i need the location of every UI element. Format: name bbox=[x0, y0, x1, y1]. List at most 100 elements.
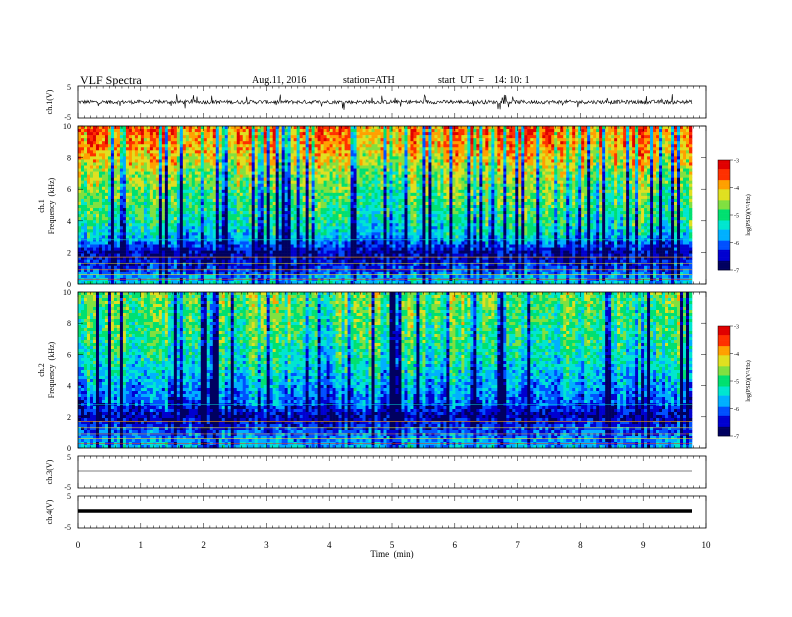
spectrogram-cell bbox=[363, 169, 366, 172]
spectrogram-cell bbox=[455, 159, 458, 162]
spectrogram-cell bbox=[288, 159, 291, 162]
spectrogram-cell bbox=[225, 184, 228, 187]
spectrogram-cell bbox=[467, 144, 470, 147]
spectrogram-cell bbox=[270, 169, 273, 172]
spectrogram-cell bbox=[413, 150, 416, 153]
spectrogram-cell bbox=[512, 166, 515, 169]
spectrogram-cell bbox=[342, 190, 345, 193]
spectrogram-cell bbox=[282, 162, 285, 165]
spectrogram-cell bbox=[509, 190, 512, 193]
spectrogram-cell bbox=[264, 187, 267, 190]
spectrogram-cell bbox=[243, 129, 246, 132]
spectrogram-cell bbox=[428, 147, 431, 150]
spectrogram-cell bbox=[614, 138, 617, 141]
spectrogram-cell bbox=[84, 129, 87, 132]
spectrogram-cell bbox=[548, 147, 551, 150]
spectrogram-cell bbox=[135, 159, 138, 162]
spectrogram-cell bbox=[318, 132, 321, 135]
spectrogram-cell bbox=[452, 144, 455, 147]
spectrogram-cell bbox=[539, 193, 542, 196]
spectrogram-cell bbox=[671, 166, 674, 169]
spectrogram-cell bbox=[258, 178, 261, 181]
spectrogram-cell bbox=[416, 169, 419, 172]
spectrogram-cell bbox=[389, 141, 392, 144]
spectrogram-cell bbox=[641, 162, 644, 165]
spectrogram-cell bbox=[629, 138, 632, 141]
spectrogram-cell bbox=[351, 193, 354, 196]
spectrogram-cell bbox=[270, 196, 273, 199]
spectrogram-cell bbox=[407, 141, 410, 144]
spectrogram-cell bbox=[285, 150, 288, 153]
spectrogram-cell bbox=[479, 144, 482, 147]
spectrogram-cell bbox=[309, 129, 312, 132]
spectrogram-cell bbox=[449, 166, 452, 169]
spectrogram-cell bbox=[81, 144, 84, 147]
spectrogram-cell bbox=[219, 166, 222, 169]
spectrogram-cell bbox=[267, 138, 270, 141]
spectrogram-cell bbox=[392, 132, 395, 135]
spectrogram-cell bbox=[144, 153, 147, 156]
spectrogram-cell bbox=[78, 181, 81, 184]
spectrogram-cell bbox=[291, 138, 294, 141]
spectrogram-cell bbox=[662, 178, 665, 181]
spectrogram-cell bbox=[102, 193, 105, 196]
spectrogram-cell bbox=[488, 166, 491, 169]
spectrogram-cell bbox=[264, 166, 267, 169]
spectrogram-cell bbox=[392, 178, 395, 181]
spectrogram-cell bbox=[93, 181, 96, 184]
spectrogram-cell bbox=[485, 147, 488, 150]
spectrogram-cell bbox=[336, 129, 339, 132]
spectrogram-cell bbox=[482, 132, 485, 135]
spectrogram-cell bbox=[419, 172, 422, 175]
spectrogram-cell bbox=[336, 132, 339, 135]
spectrogram-cell bbox=[662, 166, 665, 169]
spectrogram-cell bbox=[401, 147, 404, 150]
spectrogram-cell bbox=[321, 193, 324, 196]
spectrogram-cell bbox=[243, 156, 246, 159]
spectrogram-cell bbox=[276, 156, 279, 159]
spectrogram-cell bbox=[482, 181, 485, 184]
spectrogram-cell bbox=[321, 147, 324, 150]
spectrogram-cell bbox=[249, 135, 252, 138]
spectrogram-cell bbox=[111, 147, 114, 150]
spectrogram-cell bbox=[180, 166, 183, 169]
spectrogram-cell bbox=[174, 181, 177, 184]
spectrogram-cell bbox=[372, 147, 375, 150]
spectrogram-cell bbox=[620, 144, 623, 147]
spectrogram-cell bbox=[638, 162, 641, 165]
spectrogram-cell bbox=[389, 159, 392, 162]
spectrogram-cell bbox=[273, 156, 276, 159]
spectrogram-cell bbox=[644, 181, 647, 184]
spectrogram-cell bbox=[357, 193, 360, 196]
spectrogram-cell bbox=[596, 156, 599, 159]
spectrogram-cell bbox=[300, 144, 303, 147]
spectrogram-cell bbox=[255, 141, 258, 144]
spectrogram-cell bbox=[105, 159, 108, 162]
spectrogram-cell bbox=[180, 196, 183, 199]
spectrogram-cell bbox=[159, 178, 162, 181]
spectrogram-cell bbox=[488, 169, 491, 172]
spectrogram-cell bbox=[324, 138, 327, 141]
spectrogram-cell bbox=[351, 135, 354, 138]
spectrogram-cell bbox=[554, 181, 557, 184]
spectrogram-cell bbox=[662, 187, 665, 190]
spectrogram-cell bbox=[297, 187, 300, 190]
spectrogram-cell bbox=[683, 156, 686, 159]
spectrogram-cell bbox=[428, 178, 431, 181]
spectrogram-cell bbox=[87, 144, 90, 147]
spectrogram-cell bbox=[156, 190, 159, 193]
spectrogram-cell bbox=[114, 166, 117, 169]
spectrogram-cell bbox=[395, 162, 398, 165]
spectrogram-cell bbox=[195, 135, 198, 138]
spectrogram-cell bbox=[381, 156, 384, 159]
spectrogram-cell bbox=[222, 135, 225, 138]
spectrogram-cell bbox=[81, 159, 84, 162]
spectrogram-cell bbox=[431, 144, 434, 147]
figure-start-time: start UT = 14: 10: 1 bbox=[438, 75, 530, 86]
spectrogram-cell bbox=[683, 135, 686, 138]
spectrogram-cell bbox=[363, 138, 366, 141]
spectrogram-cell bbox=[623, 141, 626, 144]
spectrogram-cell bbox=[587, 141, 590, 144]
spectrogram-cell bbox=[398, 150, 401, 153]
